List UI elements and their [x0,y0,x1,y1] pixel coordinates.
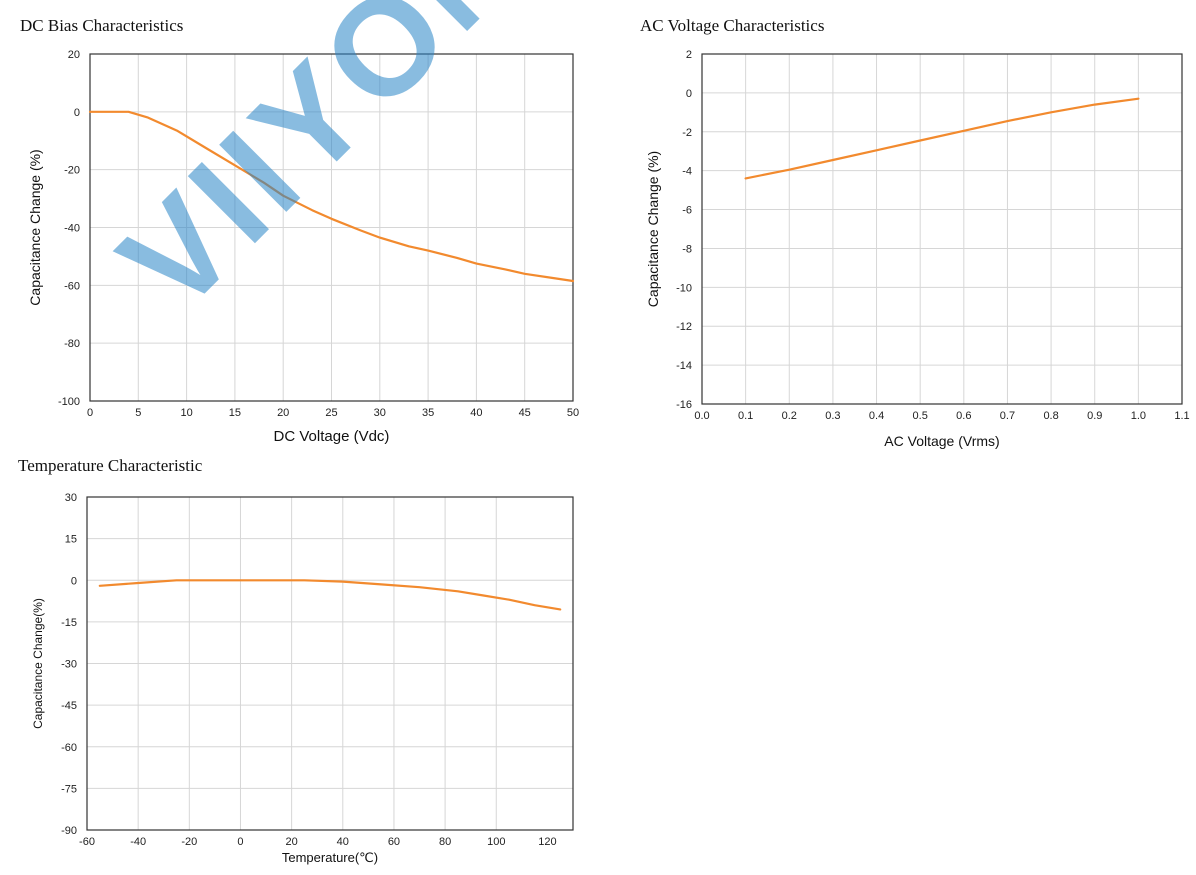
y-tick-label: -20 [64,165,80,177]
y-tick-label: -90 [61,825,77,837]
y-tick-label: -14 [676,360,692,372]
y-tick-label: -10 [676,282,692,294]
x-tick-label: 0.3 [825,410,840,422]
series-line [88,110,575,283]
x-tick-label: 20 [286,836,298,848]
x-tick-label: 80 [439,836,451,848]
y-tick-label: -60 [64,280,80,292]
x-tick-label: 1.0 [1131,410,1146,422]
x-tick-label: -20 [181,836,197,848]
y-axis-label: Capacitance Change(%) [31,598,45,729]
x-tick-label: 1.1 [1174,410,1189,422]
x-tick-label: 20 [277,407,289,419]
y-tick-label: 15 [65,534,77,546]
x-tick-label: 100 [487,836,505,848]
x-axis-label: Temperature(℃) [282,850,378,865]
y-tick-label: -16 [676,399,692,411]
x-tick-label: 0 [237,836,243,848]
dc-bias-chart: 0 5 10 15 20 25 30 35 40 45 50 20 0 -20 -40 -60 -80 -100 D… [27,49,579,445]
y-tick-label: 0 [74,107,80,119]
x-tick-label: 30 [374,407,386,419]
x-tick-label: 0.4 [869,410,884,422]
x-tick-label: 0.6 [956,410,971,422]
x-tick-label: 0.9 [1087,410,1102,422]
dc-bias-chart-title: DC Bias Characteristics [20,16,184,35]
y-tick-label: -75 [61,783,77,795]
ac-voltage-chart-title: AC Voltage Characteristics [640,16,825,35]
x-tick-label: 35 [422,407,434,419]
y-tick-label: 0 [686,88,692,100]
x-tick-label: 0.8 [1043,410,1058,422]
series-line [744,97,1140,180]
x-tick-label: 0.1 [738,410,753,422]
x-tick-label: 50 [567,407,579,419]
x-tick-label: 120 [538,836,556,848]
x-tick-label: 0.0 [694,410,709,422]
y-tick-label: -45 [61,700,77,712]
y-tick-label: 30 [65,492,77,504]
y-tick-label: -40 [64,223,80,235]
y-axis-label: Capacitance Change (%) [27,149,43,305]
plot-frame [701,53,1183,405]
y-tick-label: -2 [682,127,692,139]
y-tick-label: 0 [71,575,77,587]
x-tick-label: 25 [325,407,337,419]
x-tick-label: 45 [519,407,531,419]
y-tick-label: -8 [682,243,692,255]
y-tick-label: -60 [61,742,77,754]
temperature-chart: -60 -40 -20 0 20 40 60 80 100 120 30 15 0 -15 -30 -45 -6… [31,492,574,865]
plot-frame [86,496,574,831]
y-axis-label: Capacitance Change (%) [645,151,661,307]
x-axis-label: AC Voltage (Vrms) [884,433,999,449]
x-tick-label: -60 [79,836,95,848]
y-tick-label: -12 [676,321,692,333]
x-tick-label: -40 [130,836,146,848]
x-tick-label: 5 [135,407,141,419]
x-tick-label: 0.7 [1000,410,1015,422]
y-tick-label: -30 [61,659,77,671]
series-line [98,579,562,611]
x-tick-label: 15 [229,407,241,419]
x-tick-label: 40 [337,836,349,848]
y-tick-label: -4 [682,166,692,178]
temperature-chart-title: Temperature Characteristic [18,456,203,475]
plot-frame [89,53,574,402]
x-tick-label: 60 [388,836,400,848]
x-tick-label: 0 [87,407,93,419]
x-tick-label: 0.2 [782,410,797,422]
x-axis-label: DC Voltage (Vdc) [274,428,390,445]
x-tick-label: 10 [180,407,192,419]
y-tick-label: -6 [682,205,692,217]
y-tick-label: 20 [68,49,80,61]
y-tick-label: -80 [64,338,80,350]
x-tick-label: 40 [470,407,482,419]
y-tick-label: 2 [686,49,692,61]
y-tick-label: -15 [61,617,77,629]
y-tick-label: -100 [58,396,80,408]
ac-voltage-chart: 0.0 0.1 0.2 0.3 0.4 0.5 0.6 0.7 0.8 0.9 1.0 1.1 2 0 -2… [645,49,1190,449]
x-tick-label: 0.5 [913,410,928,422]
